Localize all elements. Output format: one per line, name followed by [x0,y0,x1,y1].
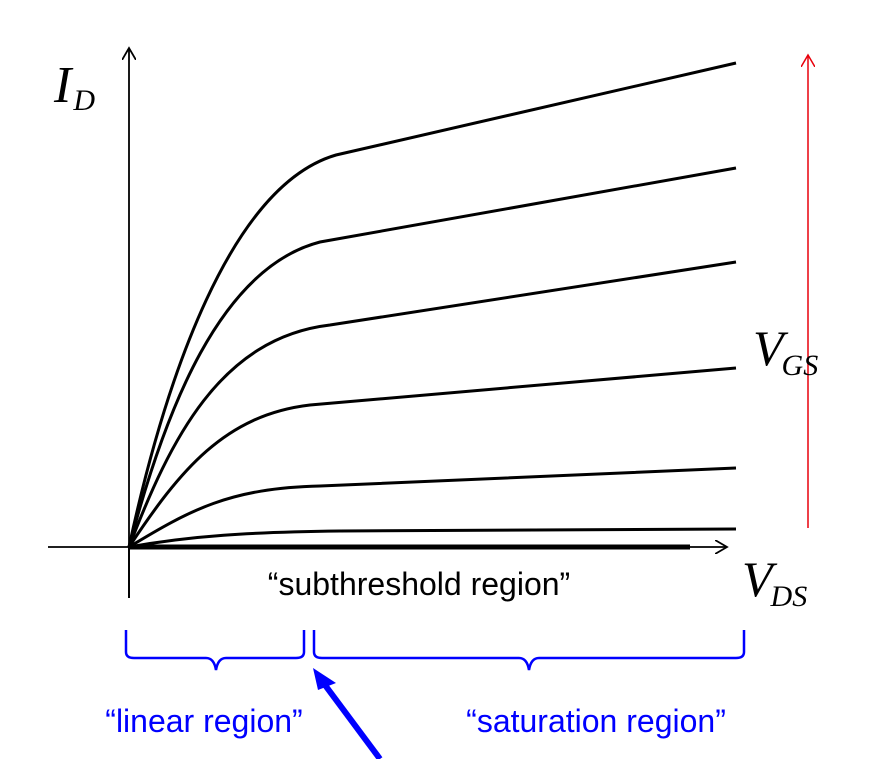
iv-curves [127,61,737,549]
curve-5 [127,166,737,548]
linear-bracket [124,630,306,671]
x-axis-label: VDS [742,551,807,613]
curve-3 [127,366,737,548]
y-axis-label: ID [53,57,95,117]
saturation-region-label: “saturation region” [466,703,726,739]
subthreshold-region-label: “subthreshold region” [268,566,570,602]
boundary-pointer-arrow [313,668,383,759]
curve-1 [128,527,737,549]
vgs-label: VGS [753,320,818,382]
saturation-bracket [312,630,746,671]
curve-4 [127,260,737,548]
curve-6 [127,61,737,548]
curve-2 [128,466,737,549]
linear-region-label: “linear region” [105,703,302,739]
